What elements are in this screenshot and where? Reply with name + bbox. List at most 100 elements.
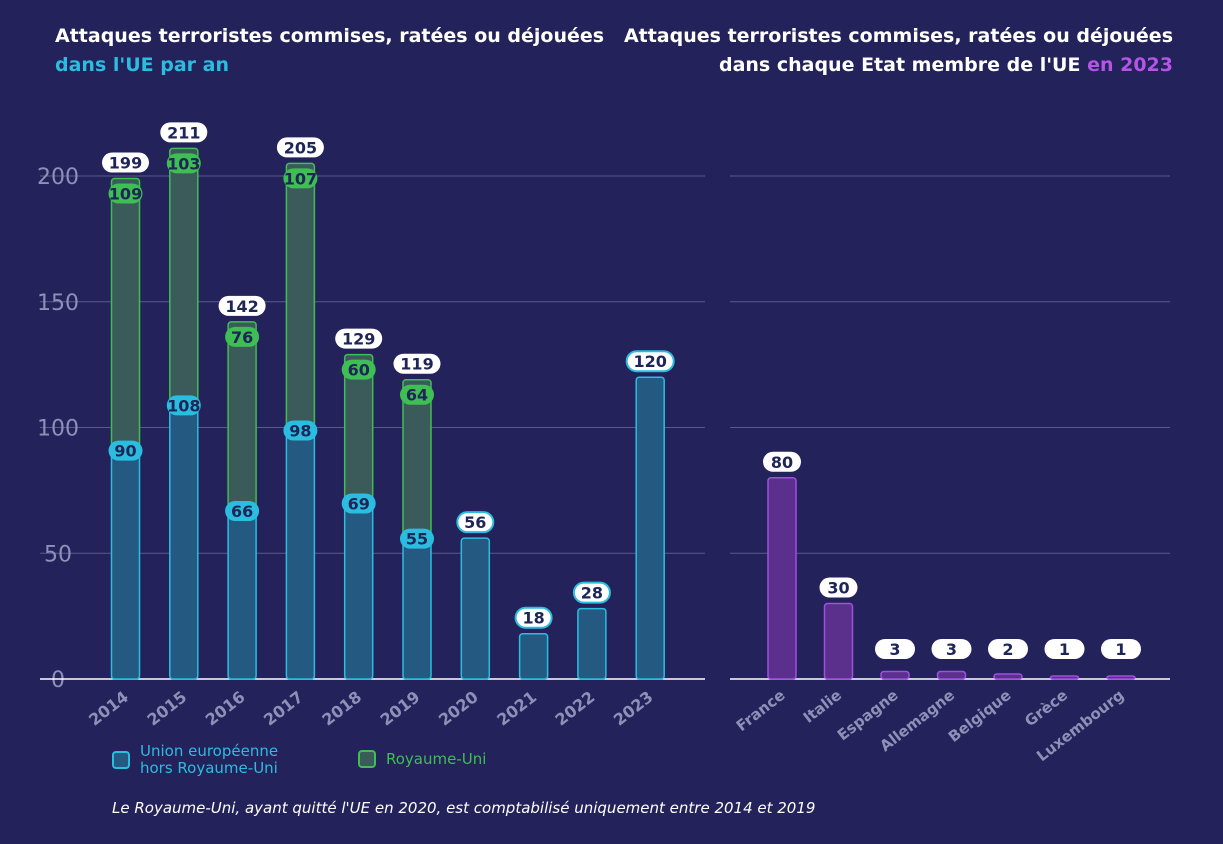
data-label-total-pill — [572, 581, 611, 604]
data-label-uk-pill — [283, 168, 318, 189]
legend-item-uk: Royaume-Uni — [358, 750, 486, 768]
right-chart-title: Attaques terroristes commises, ratées ou… — [613, 22, 1173, 80]
data-label-uk: 103 — [167, 154, 200, 173]
data-label-eu: 55 — [406, 530, 428, 549]
y-tick-label: 0 — [51, 668, 65, 693]
data-label-eu: 90 — [114, 442, 136, 461]
data-label-total: 211 — [167, 123, 200, 142]
y-tick-label: 50 — [44, 542, 72, 567]
bar-state — [1049, 675, 1080, 680]
data-label-uk-pill — [400, 384, 434, 405]
data-label-total-pill — [456, 511, 495, 534]
data-label-eu: 108 — [167, 396, 200, 415]
bar-eu — [169, 406, 199, 680]
data-label-total: 120 — [633, 352, 666, 371]
data-label-state: 1 — [1059, 640, 1070, 659]
data-label-total-pill — [102, 152, 149, 173]
data-label-state-pill — [1101, 639, 1141, 659]
x-tick-label: Belgique — [945, 686, 1015, 746]
bar-state — [936, 670, 967, 680]
data-label-uk: 109 — [109, 185, 142, 204]
left-chart-title: Attaques terroristes commises, ratées ou… — [55, 22, 615, 80]
data-label-eu: 66 — [231, 502, 253, 521]
data-label-state: 80 — [771, 453, 793, 472]
footnote: Le Royaume-Uni, ayant quitté l'UE en 202… — [112, 799, 816, 817]
bar-eu — [577, 607, 607, 680]
bar-uk — [227, 321, 257, 514]
data-label-state-pill — [988, 639, 1028, 659]
bar-eu — [285, 431, 316, 680]
legend-item-eu: Union européenne hors Royaume-Uni — [112, 743, 300, 777]
x-tick-label: 2021 — [493, 687, 540, 729]
data-label-total-pill — [218, 295, 266, 316]
right-title-highlight: en 2023 — [1087, 54, 1173, 76]
data-label-eu: 98 — [289, 422, 311, 441]
data-label-total-pill — [393, 353, 441, 374]
data-label-eu-pill — [108, 440, 143, 461]
data-label-total: 142 — [225, 297, 258, 316]
y-tick-label: 200 — [37, 165, 79, 190]
bar-state — [880, 670, 910, 680]
bar-state — [767, 477, 797, 680]
x-tick-label: 2023 — [610, 687, 657, 729]
bar-uk — [110, 177, 141, 454]
x-tick-label: France — [733, 686, 789, 735]
data-label-total: 199 — [109, 154, 142, 173]
data-label-state: 2 — [1002, 640, 1013, 659]
bar-state — [823, 602, 854, 680]
data-label-uk-pill — [341, 359, 376, 380]
x-tick-label: 2016 — [202, 687, 249, 729]
data-label-uk-pill — [225, 326, 260, 347]
y-tick-label: 100 — [37, 417, 79, 442]
bar-eu — [110, 451, 141, 680]
data-label-uk: 60 — [348, 361, 370, 380]
data-label-total: 28 — [581, 584, 603, 603]
bar-state — [993, 673, 1023, 680]
data-label-total-pill — [514, 606, 553, 629]
data-label-total: 205 — [284, 138, 317, 157]
bar-state — [1106, 675, 1136, 680]
data-label-state: 30 — [827, 579, 849, 598]
x-tick-label: 2020 — [435, 687, 482, 729]
data-label-eu: 69 — [348, 494, 370, 513]
data-label-total-pill — [335, 328, 383, 349]
data-label-state-pill — [819, 577, 858, 598]
x-tick-label: 2014 — [85, 687, 132, 729]
data-label-uk-pill — [108, 183, 143, 204]
bar-eu — [518, 632, 549, 680]
data-label-state-pill — [1044, 639, 1085, 659]
left-title-highlight: dans l'UE par an — [55, 54, 229, 76]
legend-swatch-eu — [112, 751, 130, 769]
legend-label-uk: Royaume-Uni — [386, 749, 487, 768]
bar-eu — [460, 537, 491, 680]
x-tick-label: 2018 — [318, 687, 365, 729]
left-title-main: Attaques terroristes commises, ratées ou… — [55, 25, 605, 47]
bar-uk — [169, 147, 199, 409]
legend-label-eu: Union européenne hors Royaume-Uni — [140, 742, 279, 777]
legend-swatch-uk — [358, 750, 376, 768]
data-label-eu-pill — [225, 501, 260, 522]
data-label-total: 18 — [522, 609, 544, 628]
data-label-total: 129 — [342, 330, 375, 349]
data-label-total-pill — [625, 350, 675, 373]
bar-eu — [343, 504, 374, 680]
bar-eu — [635, 376, 665, 680]
bar-uk — [285, 162, 316, 434]
x-tick-label: 2019 — [377, 687, 424, 729]
data-label-eu-pill — [341, 493, 376, 514]
x-tick-label: Grèce — [1021, 686, 1071, 730]
data-label-state: 1 — [1115, 640, 1126, 659]
x-tick-label: 2022 — [552, 687, 599, 729]
right-title-main: Attaques terroristes commises, ratées ou… — [623, 25, 1173, 76]
bar-eu — [402, 539, 432, 680]
data-label-uk-pill — [166, 153, 201, 174]
data-label-total-pill — [160, 122, 208, 143]
data-label-eu-pill — [166, 395, 201, 416]
data-label-eu-pill — [400, 528, 434, 549]
y-tick-label: 150 — [37, 291, 79, 316]
data-label-state: 3 — [946, 640, 957, 659]
data-label-state-pill — [931, 639, 972, 659]
data-label-uk: 76 — [231, 328, 253, 347]
data-label-uk: 107 — [284, 169, 317, 188]
